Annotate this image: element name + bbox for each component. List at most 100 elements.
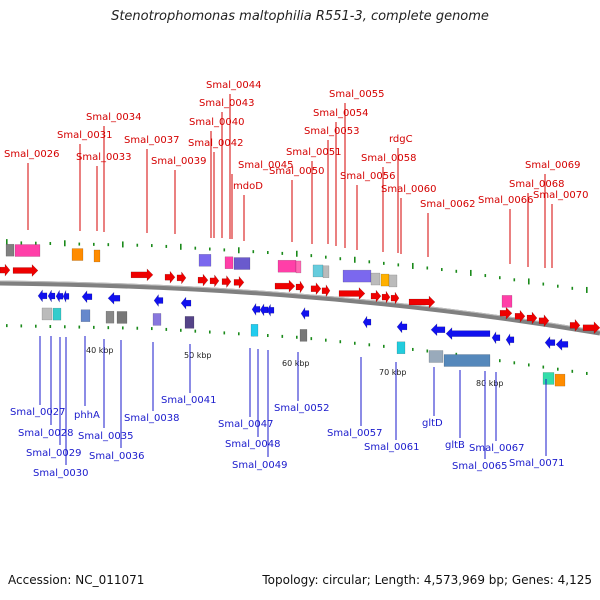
tick-mark	[368, 260, 371, 264]
tick-mark	[93, 325, 95, 329]
scale-label: 40 kbp	[86, 346, 114, 355]
tick-mark	[412, 347, 414, 351]
gene-box	[370, 272, 381, 286]
tick-mark	[310, 337, 313, 341]
gene-box	[198, 254, 212, 267]
gene-label-bottom: Smal_0029	[26, 448, 81, 459]
forward-gene-arrow	[221, 274, 232, 289]
genome-backbone	[0, 280, 600, 336]
accession-text: Accession: NC_011071	[8, 573, 145, 587]
reverse-gene-arrow	[300, 306, 310, 321]
gene-label-bottom: Smal_0048	[225, 439, 280, 450]
reverse-gene-arrow	[544, 335, 556, 350]
tick-mark	[165, 244, 168, 248]
reverse-gene-arrow	[445, 327, 491, 341]
gene-label-top: Smal_0066	[478, 195, 533, 206]
tick-mark	[310, 254, 313, 258]
forward-gene-arrow	[274, 279, 296, 293]
gene-label-top: Smal_0062	[420, 199, 475, 210]
gene-box	[105, 310, 115, 324]
gene-label-bottom: Smal_0027	[10, 407, 65, 418]
tick-mark	[455, 352, 458, 356]
gene-box	[501, 295, 513, 308]
tick-mark	[426, 349, 429, 353]
tick-mark	[20, 241, 23, 245]
tick-mark	[78, 242, 81, 246]
forward-gene-arrow	[582, 321, 600, 335]
scale-label: 70 kbp	[379, 368, 407, 377]
gene-box	[388, 274, 398, 288]
tick-mark	[383, 344, 385, 348]
gene-label-bottom: Smal_0030	[33, 468, 88, 479]
tick-mark	[571, 286, 574, 290]
tick-mark	[354, 256, 356, 263]
forward-gene-arrow	[164, 270, 176, 284]
gene-box	[116, 311, 128, 324]
tick-mark	[513, 361, 516, 365]
tick-mark	[209, 247, 211, 251]
genome-title: Stenotrophomonas maltophilia R551-3, com…	[111, 9, 489, 24]
tick-mark	[528, 278, 530, 285]
forward-gene-arrow	[338, 286, 366, 301]
reverse-gene-arrow	[396, 320, 408, 334]
tick-mark	[484, 274, 487, 278]
reverse-gene-arrow	[62, 290, 70, 303]
gene-box	[52, 307, 62, 321]
tick-mark	[470, 269, 472, 276]
gene-box	[93, 249, 101, 263]
tick-mark	[49, 324, 52, 328]
gene-label-top: Smal_0026	[4, 149, 59, 160]
reverse-gene-arrow	[555, 337, 569, 352]
reverse-gene-arrow	[107, 291, 121, 305]
gene-label-top: Smal_0031	[57, 130, 112, 141]
gene-label-top: Smal_0034	[86, 112, 141, 123]
tick-mark	[78, 325, 81, 329]
gene-box	[184, 316, 195, 329]
forward-gene-arrow	[12, 263, 39, 278]
tick-mark	[557, 284, 559, 288]
tick-mark	[499, 276, 501, 280]
gene-label-bottom: Smal_0071	[509, 458, 564, 469]
gene-label-top: mdoD	[233, 181, 263, 192]
forward-gene-arrow	[526, 311, 538, 325]
forward-gene-arrow	[233, 275, 245, 290]
gene-box	[233, 257, 251, 270]
tick-mark	[136, 243, 139, 247]
tick-mark	[49, 241, 52, 245]
gene-box	[277, 259, 297, 273]
forward-gene-arrow	[538, 314, 550, 328]
gene-label-top: Smal_0068	[509, 179, 564, 190]
tick-mark	[368, 343, 371, 347]
backbone-highlight	[0, 280, 600, 332]
gene-box	[152, 313, 162, 326]
gene-label-top: Smal_0050	[269, 166, 324, 177]
tick-mark	[426, 266, 429, 270]
tick-mark	[571, 369, 574, 373]
gene-label-bottom: gltD	[422, 418, 443, 429]
tick-mark	[542, 365, 545, 369]
gene-label-bottom: Smal_0038	[124, 413, 179, 424]
forward-gene-arrow	[176, 271, 187, 285]
tick-mark	[499, 359, 501, 363]
forward-gene-arrow	[408, 295, 436, 309]
gene-label-top: Smal_0056	[340, 171, 395, 182]
tick-mark	[325, 255, 327, 259]
forward-gene-arrow	[130, 268, 154, 282]
scale-label: 60 kbp	[282, 359, 310, 368]
gene-label-top: rdgC	[389, 134, 413, 145]
tick-mark	[64, 325, 66, 329]
tick-mark	[151, 327, 153, 331]
forward-gene-arrow	[310, 282, 322, 296]
gene-box	[322, 265, 330, 279]
tick-mark	[6, 324, 8, 328]
gene-label-bottom: Smal_0065	[452, 461, 507, 472]
gene-label-top: Smal_0044	[206, 80, 261, 91]
tick-mark	[180, 243, 182, 250]
reverse-gene-arrow	[37, 289, 48, 303]
gene-box	[396, 341, 406, 355]
tick-mark	[586, 286, 588, 293]
gene-box	[428, 350, 444, 363]
tick-mark	[223, 248, 226, 252]
tick-mark	[64, 240, 66, 247]
gene-box	[443, 354, 491, 367]
